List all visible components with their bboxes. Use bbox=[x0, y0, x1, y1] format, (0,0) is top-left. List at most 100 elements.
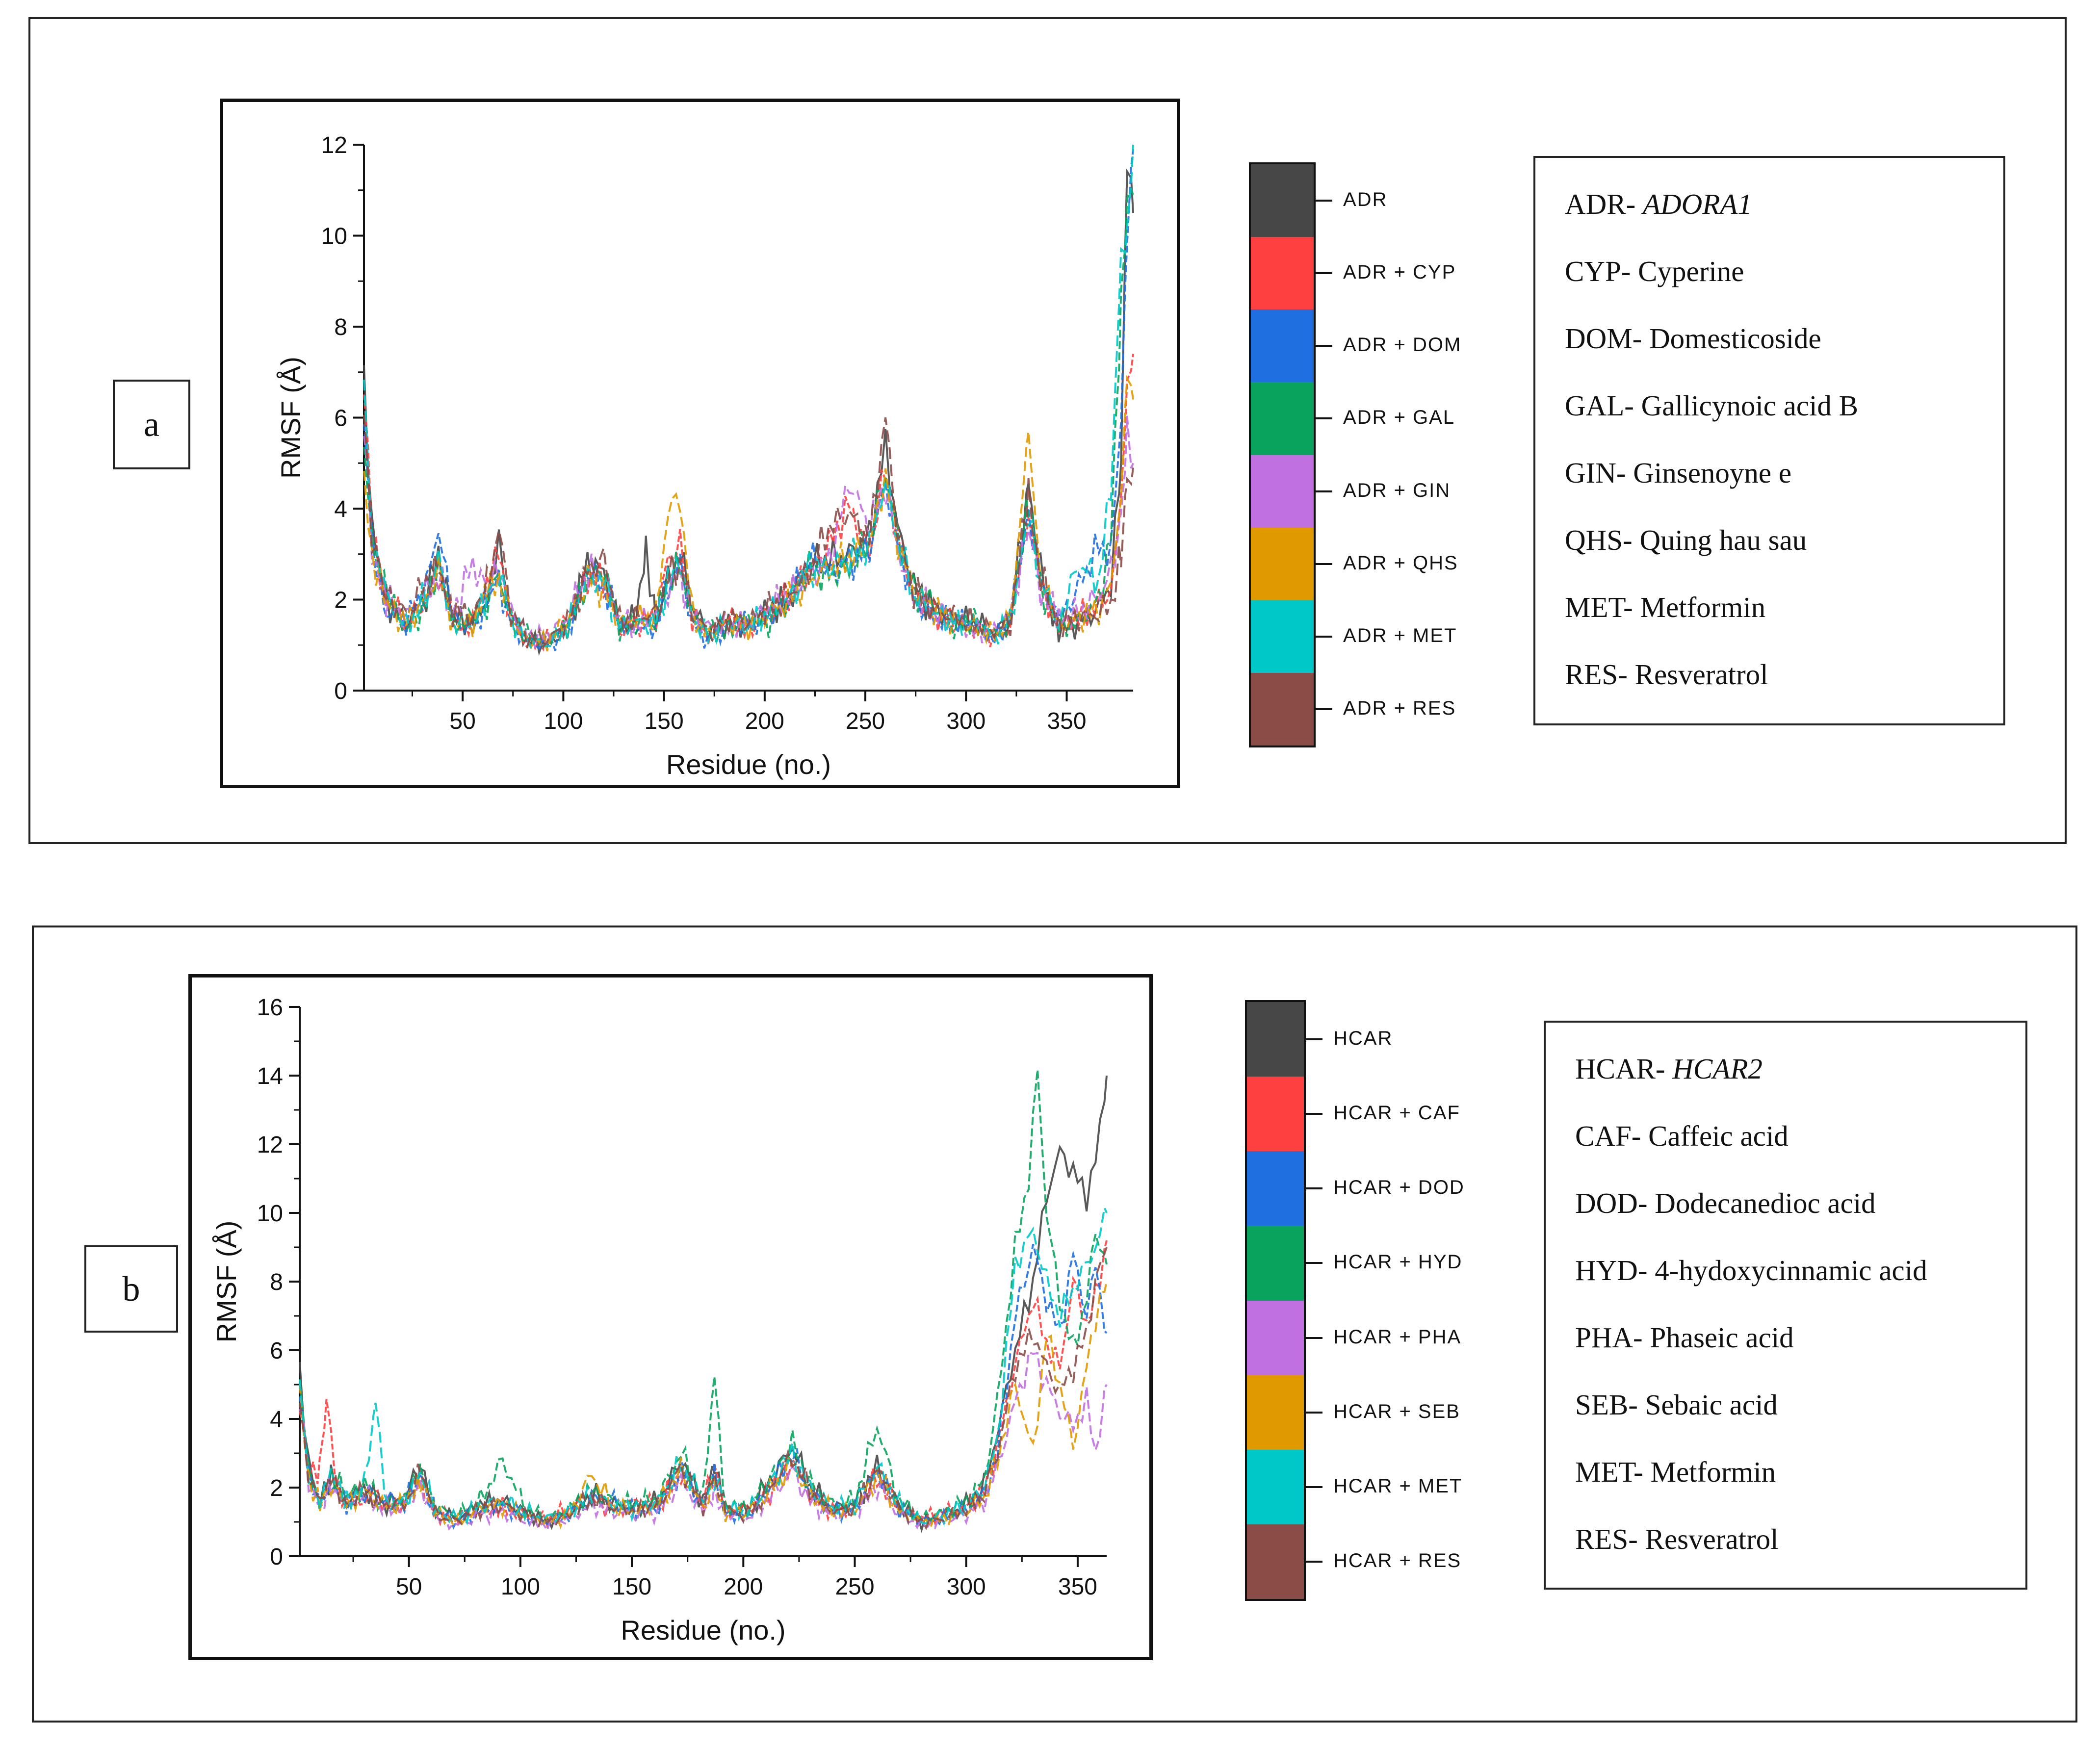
key-abbr: CAF- bbox=[1575, 1120, 1649, 1152]
colorbar-tick bbox=[1304, 1187, 1322, 1190]
colorbar-label: HCAR + SEB bbox=[1333, 1400, 1460, 1422]
colorbar-label: HCAR + PHA bbox=[1333, 1326, 1462, 1348]
key-row: DOM- Domesticoside bbox=[1565, 322, 2003, 389]
key-row: HCAR- HCAR2 bbox=[1575, 1052, 2025, 1119]
key-row: SEB- Sebaic acid bbox=[1575, 1388, 2025, 1455]
key-row: ADR- ADORA1 bbox=[1565, 187, 2003, 255]
x-tick-label: 350 bbox=[1058, 1574, 1097, 1600]
colorbar-tick bbox=[1304, 1038, 1322, 1041]
colorbar-segment: HCAR + HYD bbox=[1247, 1226, 1461, 1301]
key-row: CYP- Cyperine bbox=[1565, 255, 2003, 322]
key-abbr: SEB- bbox=[1575, 1389, 1645, 1421]
key-name: HCAR2 bbox=[1672, 1053, 1763, 1085]
colorbar-segment: ADR + GAL bbox=[1251, 382, 1454, 455]
series-line-adr-qhs bbox=[363, 375, 1134, 652]
y-tick-label: 6 bbox=[334, 406, 347, 432]
series-line-hcar-met bbox=[299, 1204, 1108, 1526]
y-tick-label: 4 bbox=[270, 1407, 283, 1433]
key-abbr: CYP- bbox=[1565, 255, 1638, 287]
y-tick-label: 12 bbox=[321, 132, 347, 158]
key-row: CAF- Caffeic acid bbox=[1575, 1119, 2025, 1186]
colorbar-tick bbox=[1314, 708, 1332, 710]
colorbar-label: HCAR + MET bbox=[1333, 1475, 1463, 1497]
colorbar-label: ADR + QHS bbox=[1343, 552, 1458, 574]
colorbar-tick bbox=[1304, 1337, 1322, 1339]
colorbar-segment: HCAR + RES bbox=[1247, 1524, 1460, 1599]
colorbar-tick bbox=[1304, 1560, 1322, 1563]
y-tick-label: 12 bbox=[257, 1132, 283, 1158]
key-abbr: ADR- bbox=[1565, 188, 1643, 220]
key-name: Sebaic acid bbox=[1645, 1389, 1778, 1421]
abbreviation-key-a: ADR- ADORA1 CYP- Cyperine DOM- Domesticosi… bbox=[1533, 156, 2005, 725]
key-name: Ginsenoyne e bbox=[1633, 457, 1792, 489]
colorbar-label: ADR + CYP bbox=[1343, 261, 1456, 283]
key-row: HYD- 4-hydoxycinnamic acid bbox=[1575, 1254, 2025, 1321]
chart-b: 0 2 4 6 8 10 12 14 16 50 100 150 200 250 300 350 Residue… bbox=[211, 995, 1108, 1646]
series-line-hcar-hyd bbox=[299, 1069, 1108, 1525]
x-tick-label: 100 bbox=[544, 708, 583, 734]
key-abbr: GAL- bbox=[1565, 389, 1641, 422]
key-abbr: GIN- bbox=[1565, 457, 1633, 489]
colorbar-segment: HCAR + SEB bbox=[1247, 1375, 1459, 1450]
colorbar-tick bbox=[1304, 1486, 1322, 1488]
y-axis-label: RMSF (Å) bbox=[275, 357, 306, 479]
key-name: Domesticoside bbox=[1649, 322, 1821, 355]
y-tick-label: 6 bbox=[270, 1338, 283, 1364]
x-tick-label: 300 bbox=[947, 1574, 986, 1600]
colorbar-tick bbox=[1314, 417, 1332, 420]
y-tick-label: 14 bbox=[257, 1063, 283, 1089]
colorbar-label: ADR + MET bbox=[1343, 624, 1457, 646]
key-name: Metformin bbox=[1650, 1456, 1776, 1488]
x-tick-label: 300 bbox=[946, 708, 985, 734]
key-row: RES- Resveratrol bbox=[1575, 1522, 2025, 1590]
colorbar-label: ADR + DOM bbox=[1343, 334, 1462, 356]
y-tick-label: 8 bbox=[334, 314, 347, 340]
y-tick-label: 2 bbox=[334, 588, 347, 614]
key-abbr: MET- bbox=[1565, 591, 1640, 623]
key-row: PHA- Phaseic acid bbox=[1575, 1321, 2025, 1388]
colorbar-segment: ADR + GIN bbox=[1251, 455, 1450, 528]
key-name: Caffeic acid bbox=[1648, 1120, 1789, 1152]
colorbar-label: HCAR bbox=[1333, 1028, 1393, 1050]
colorbar-segment: ADR + RES bbox=[1251, 672, 1455, 746]
key-abbr: DOD- bbox=[1575, 1187, 1655, 1219]
x-tick-label: 150 bbox=[612, 1574, 651, 1600]
key-name: Quing hau sau bbox=[1639, 524, 1807, 556]
key-row: RES- Resveratrol bbox=[1565, 658, 2003, 725]
y-tick-label: 0 bbox=[270, 1544, 283, 1570]
key-abbr: RES- bbox=[1565, 658, 1635, 691]
y-tick-label: 10 bbox=[321, 224, 347, 250]
x-tick-label: 250 bbox=[846, 708, 885, 734]
series-line-hcar bbox=[299, 1075, 1108, 1533]
key-row: GAL- Gallicynoic acid B bbox=[1565, 389, 2003, 456]
x-tick-label: 350 bbox=[1047, 708, 1086, 734]
colorbar-legend-a: ADR ADR + CYP ADR + DOM ADR + GAL ADR + GIN A… bbox=[1249, 162, 1460, 747]
x-tick-label: 50 bbox=[396, 1574, 422, 1600]
colorbar-label: ADR + GIN bbox=[1343, 479, 1451, 501]
key-row: GIN- Ginsenoyne e bbox=[1565, 456, 2003, 523]
colorbar-segment: ADR + MET bbox=[1251, 600, 1456, 673]
key-name: Resveratrol bbox=[1645, 1523, 1779, 1555]
colorbar-tick bbox=[1314, 200, 1332, 202]
series-line-hcar-res bbox=[299, 1247, 1108, 1531]
panel-b: b 0 2 4 6 8 10 12 14 16 50 100 150 200 250 300 350 Resid… bbox=[32, 926, 2077, 1723]
colorbar-label: HCAR + DOD bbox=[1333, 1177, 1465, 1199]
colorbar-label: HCAR + CAF bbox=[1333, 1102, 1460, 1124]
x-tick-label: 250 bbox=[835, 1574, 874, 1600]
colorbar-label: ADR bbox=[1343, 189, 1388, 211]
key-abbr: QHS- bbox=[1565, 524, 1640, 556]
key-row: MET- Metformin bbox=[1575, 1455, 2025, 1522]
colorbar-segment: HCAR + MET bbox=[1247, 1449, 1461, 1524]
colorbar-tick bbox=[1304, 1262, 1322, 1264]
x-axis-label: Residue (no.) bbox=[666, 749, 831, 780]
colorbar-segment: ADR bbox=[1251, 164, 1386, 237]
x-axis-label: Residue (no.) bbox=[621, 1615, 785, 1646]
panel-b-tag: b bbox=[84, 1245, 178, 1333]
y-tick-label: 8 bbox=[270, 1269, 283, 1295]
key-abbr: PHA- bbox=[1575, 1321, 1650, 1354]
key-name: Cyperine bbox=[1638, 255, 1744, 287]
colorbar-tick bbox=[1314, 563, 1332, 565]
colorbar-segment: HCAR + PHA bbox=[1247, 1300, 1460, 1375]
colorbar-tick bbox=[1314, 272, 1332, 275]
x-tick-label: 50 bbox=[449, 708, 475, 734]
